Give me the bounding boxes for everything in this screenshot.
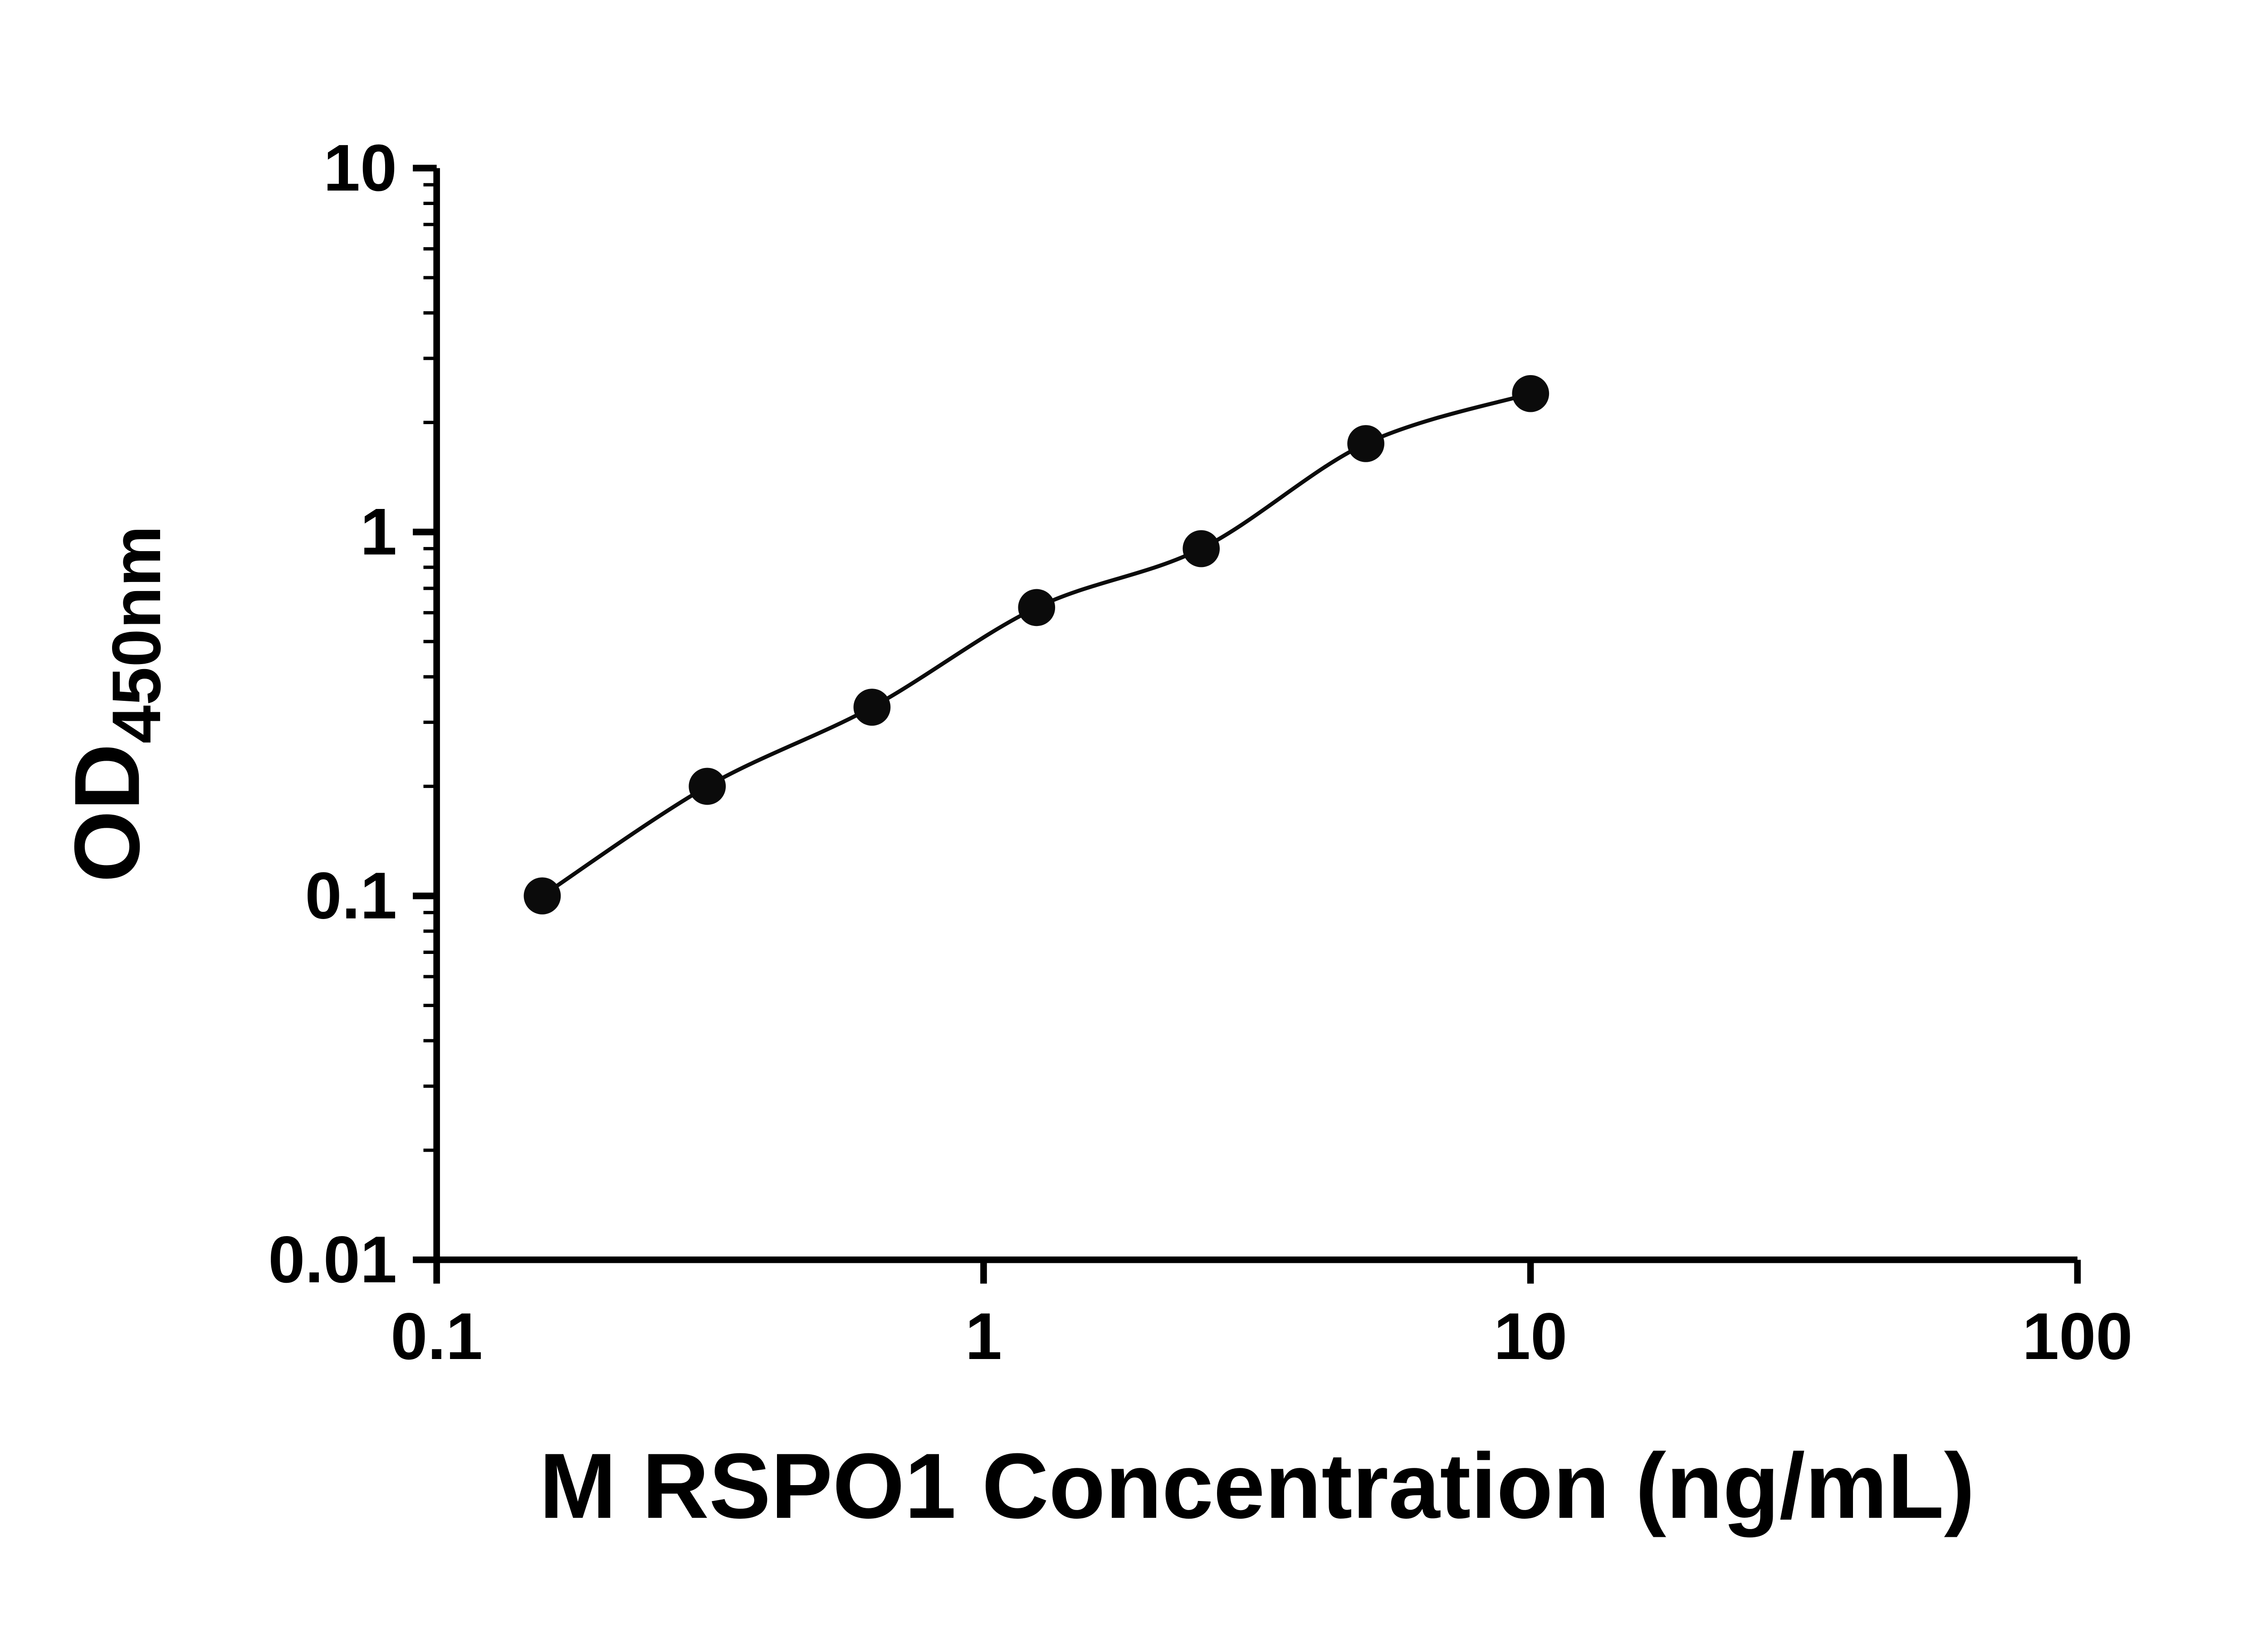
data-point [1018, 589, 1056, 626]
y-axis-title-subscript: 450nm [98, 526, 175, 744]
x-tick-label: 0.1 [391, 1299, 483, 1373]
data-point [689, 768, 726, 805]
data-point [1347, 425, 1384, 462]
data-point [1512, 375, 1549, 412]
fit-curve-group [541, 391, 1531, 898]
data-points-group [523, 375, 1549, 914]
axes [433, 168, 2077, 1263]
y-tick-label: 10 [323, 131, 397, 205]
fit-curve [541, 391, 1531, 898]
data-point [1183, 530, 1220, 567]
y-tick-label: 0.01 [268, 1222, 397, 1296]
x-tick-label: 1 [965, 1299, 1002, 1373]
y-axis-title-main: OD [55, 743, 159, 882]
y-tick-label: 0.1 [305, 859, 397, 933]
data-point [853, 689, 891, 726]
y-tick-label: 1 [360, 494, 397, 568]
y-axis-title: OD450nm [55, 526, 175, 883]
data-point [523, 877, 561, 914]
x-axis-title: M RSPO1 Concentration (ng/mL) [539, 1434, 1975, 1538]
x-tick-label: 100 [2022, 1299, 2132, 1373]
axis-ticks [413, 165, 2081, 1284]
x-tick-label: 10 [1494, 1299, 1567, 1373]
